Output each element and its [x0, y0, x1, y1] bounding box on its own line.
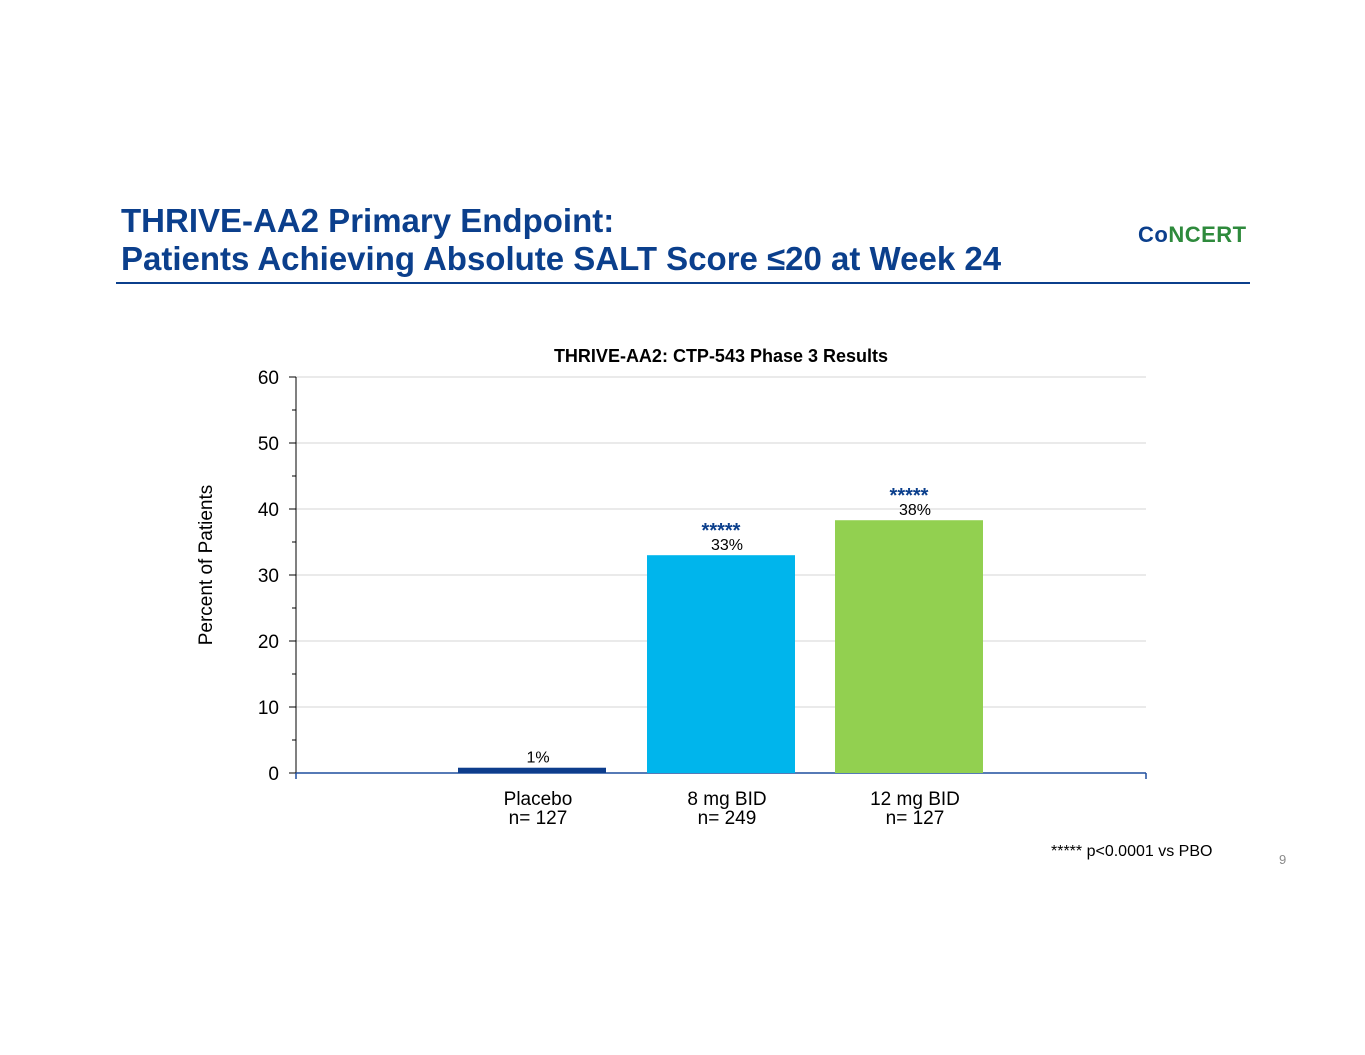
- x-category-label: 12 mg BID: [870, 789, 960, 810]
- x-category-label: Placebo: [504, 789, 573, 810]
- x-category-n-label: n= 127: [509, 808, 568, 829]
- data-label: 1%: [526, 750, 549, 767]
- slide-title-line-2: Patients Achieving Absolute SALT Score ≤…: [121, 240, 1002, 277]
- concert-logo: CoNCERT: [1138, 222, 1247, 248]
- data-label: 38%: [899, 502, 931, 519]
- y-tick-label: 10: [258, 698, 279, 719]
- x-category-n-label: n= 249: [698, 808, 757, 829]
- bar-3: [835, 520, 983, 773]
- significance-marker: *****: [890, 485, 929, 507]
- logo-text-ncert: NCERT: [1168, 222, 1247, 247]
- chart-title: THRIVE-AA2: CTP-543 Phase 3 Results: [554, 346, 888, 366]
- x-category-n-label: n= 127: [886, 808, 945, 829]
- y-tick-label: 0: [268, 764, 279, 785]
- significance-marker: *****: [702, 520, 741, 542]
- bar-2: [647, 555, 795, 773]
- x-category-label: 8 mg BID: [687, 789, 766, 810]
- y-axis-label: Percent of Patients: [196, 485, 217, 646]
- y-tick-label: 40: [258, 500, 279, 521]
- y-tick-label: 20: [258, 632, 279, 653]
- y-tick-label: 30: [258, 566, 279, 587]
- title-divider: [116, 282, 1250, 284]
- y-tick-label: 50: [258, 434, 279, 455]
- data-label: 33%: [711, 537, 743, 554]
- bars: [458, 520, 983, 773]
- significance-footnote: ***** p<0.0001 vs PBO: [1051, 843, 1213, 860]
- y-tick-label: 60: [258, 368, 279, 389]
- bar-1: [458, 767, 606, 773]
- page-number: 9: [1279, 852, 1287, 867]
- logo-text-co: Co: [1138, 222, 1169, 247]
- slide-title: THRIVE-AA2 Primary Endpoint: Patients Ac…: [121, 202, 1001, 278]
- slide-title-line-1: THRIVE-AA2 Primary Endpoint:: [121, 202, 615, 239]
